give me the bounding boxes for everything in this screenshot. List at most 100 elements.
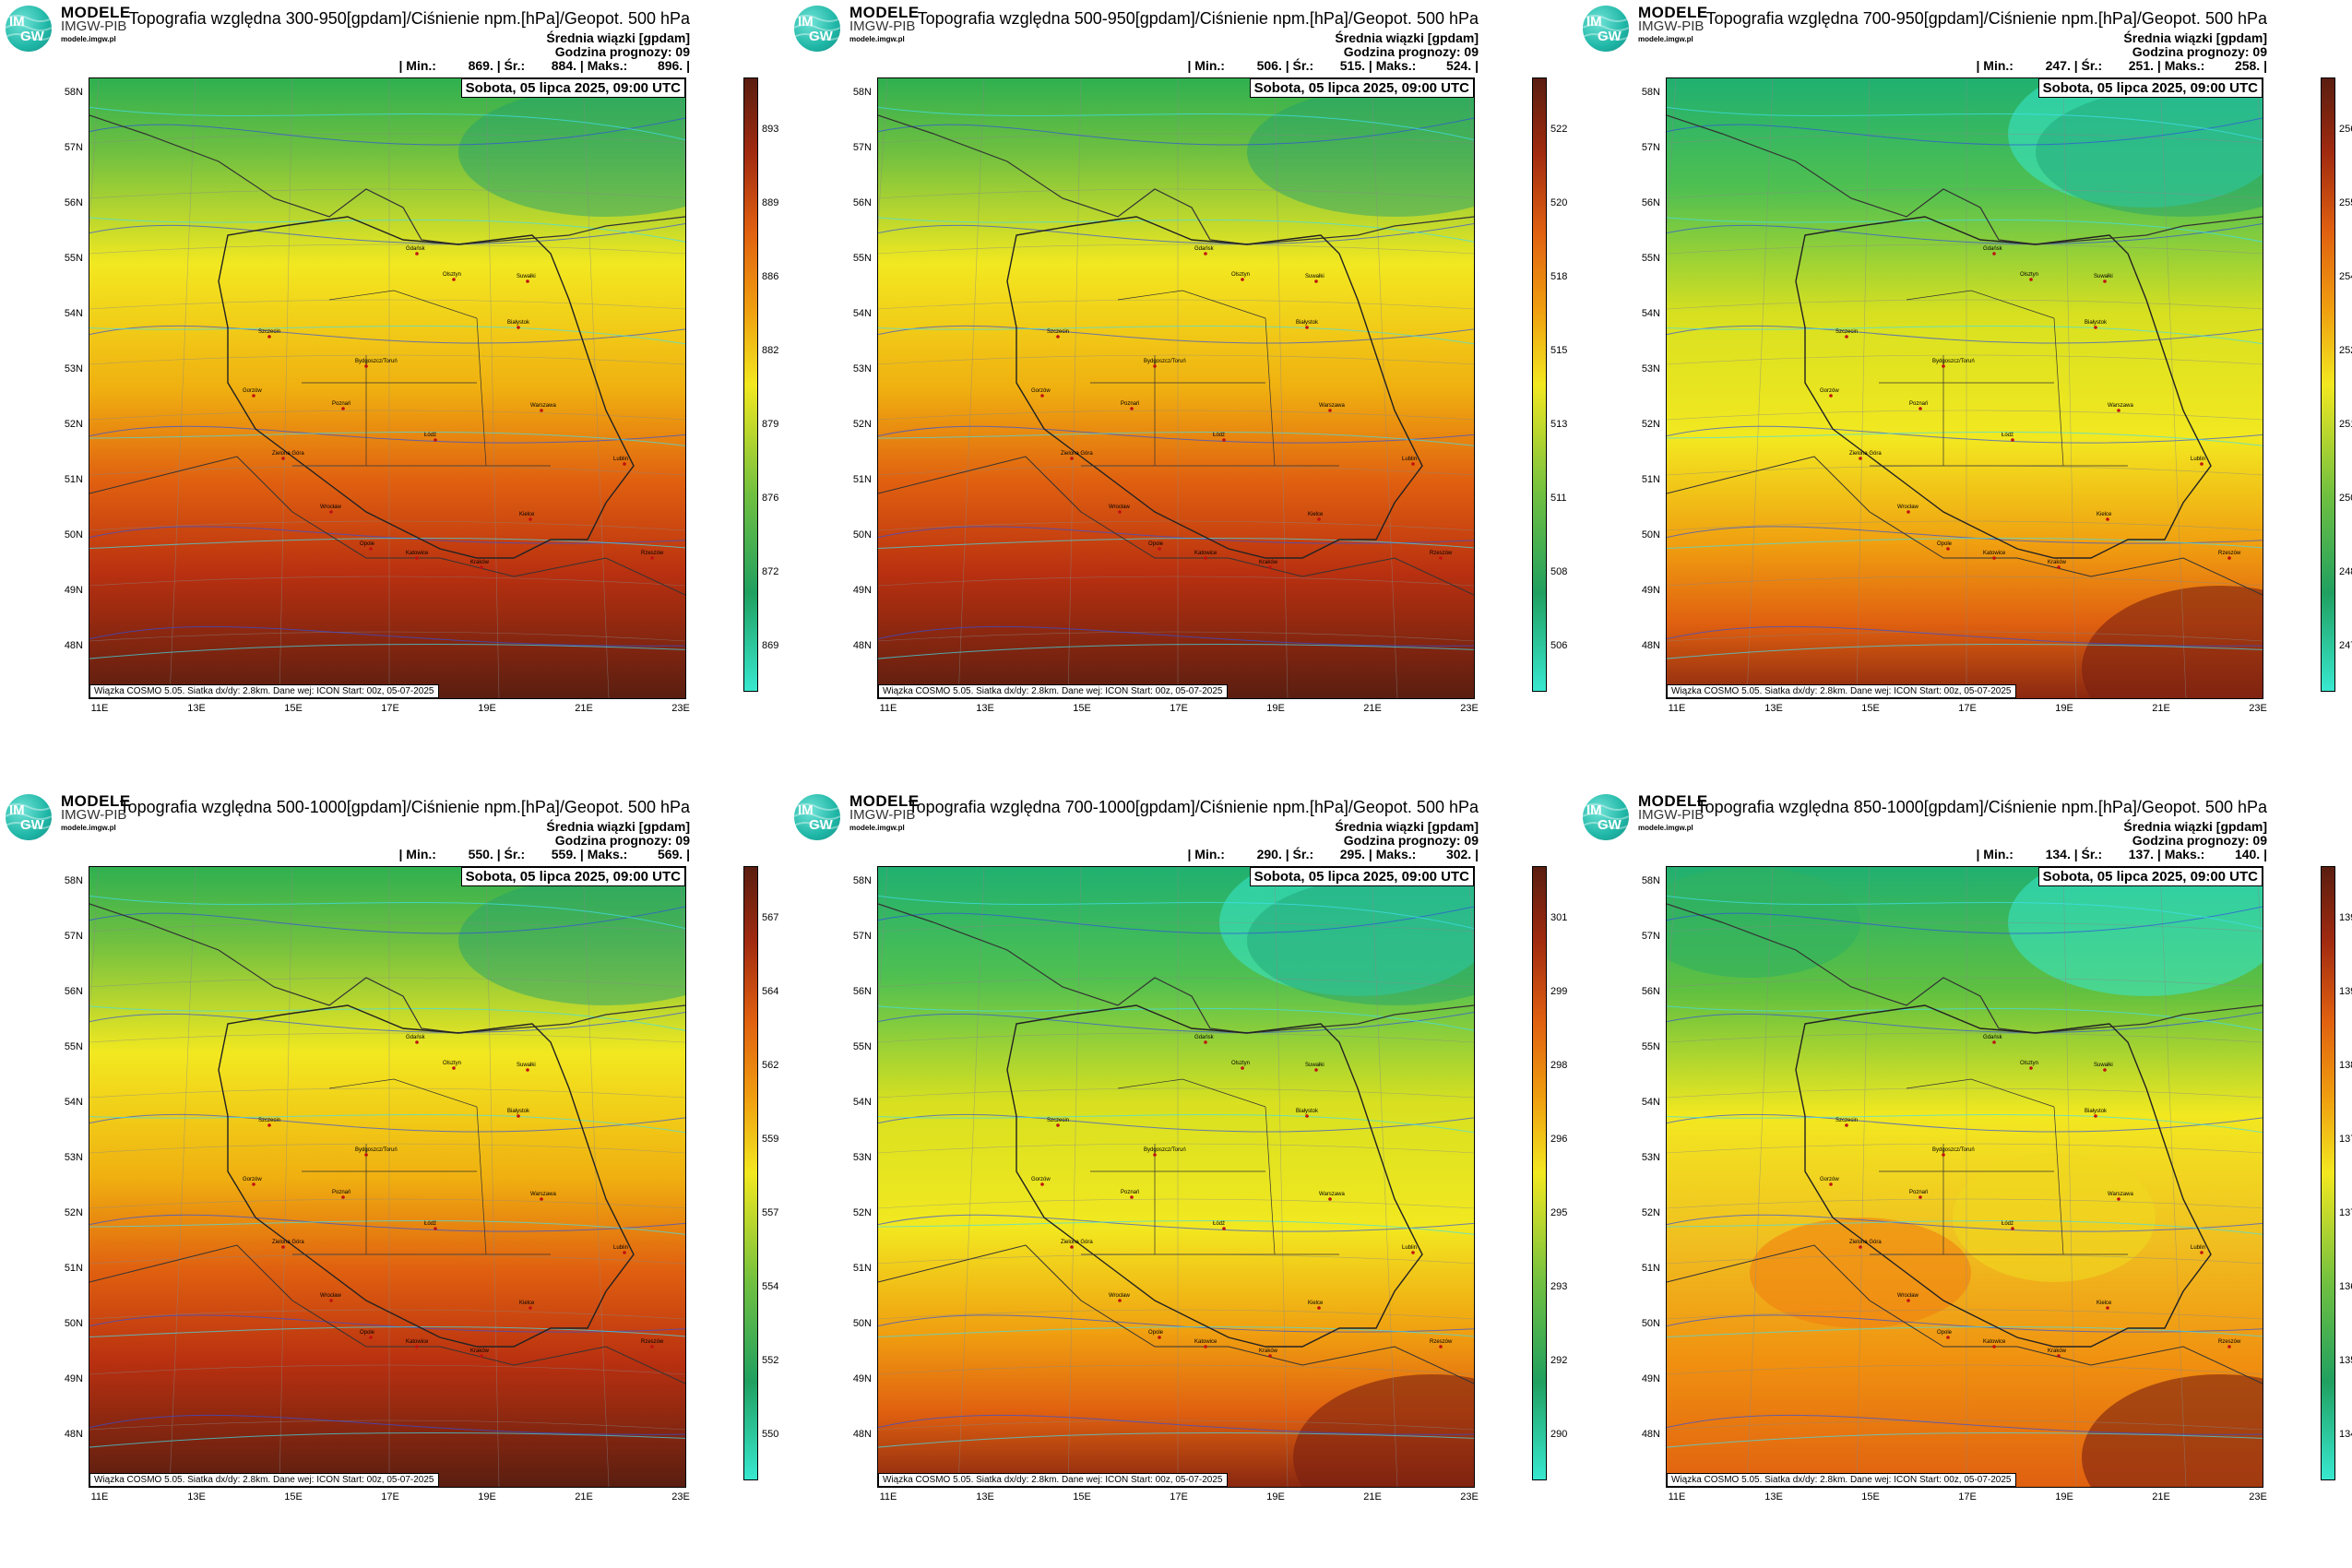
colorbar-tick: 137 (2339, 1207, 2352, 1218)
city-marker (1040, 1182, 1044, 1186)
city-label: Białystok (1296, 1109, 1319, 1114)
stats-line: | Min.: 290. | Śr.: 295. | Maks.: 302. | (1187, 847, 1479, 861)
city-marker (2057, 1354, 2061, 1358)
panel-subtitle: Średnia wiązki [gpdam] (546, 30, 690, 45)
city-marker (1222, 438, 1226, 442)
forecast-panel-1: IM GW MODELE IMGW-PIB modele.imgw.pl Top… (0, 0, 778, 738)
city-marker (517, 1114, 520, 1118)
city-label: Rzeszów (1430, 551, 1453, 556)
forecast-panel-2: IM GW MODELE IMGW-PIB modele.imgw.pl Top… (789, 0, 1567, 738)
city-label: Łódź (424, 433, 436, 438)
colorbar (1532, 77, 1547, 692)
city-label: Katowice (1983, 1339, 2006, 1345)
city-marker (1241, 1066, 1244, 1070)
poland-border (1795, 216, 2212, 559)
stat-min-value: 506. (1256, 58, 1282, 73)
latitude-label: 55N (852, 1041, 872, 1052)
city-label: Warszawa (2108, 403, 2133, 409)
brand-url[interactable]: modele.imgw.pl (849, 35, 905, 43)
city-marker (1829, 1182, 1833, 1186)
imgw-logo: IM GW (1583, 6, 1629, 52)
latitude-label: 53N (1641, 363, 1660, 374)
city-label: Warszawa (530, 403, 556, 409)
longitude-label: 11E (1668, 1491, 1686, 1503)
city-label: Olsztyn (1231, 272, 1250, 278)
city-label: Białystok (2085, 1109, 2108, 1114)
city-marker (1070, 457, 1074, 460)
cold-anomaly (1219, 867, 1474, 996)
latitude-label: 48N (64, 640, 83, 651)
city-label: Lublin (2191, 457, 2205, 462)
city-marker (2106, 1306, 2109, 1310)
latitude-label: 55N (64, 253, 83, 264)
poland-border (1795, 1004, 2212, 1348)
city-label: Gdańsk (1983, 1035, 2003, 1040)
brand-url[interactable]: modele.imgw.pl (1638, 824, 1693, 832)
panel-title: Topografia względna 700-950[gpdam]/Ciśni… (1705, 9, 2267, 28)
city-label: Wrocław (320, 1293, 342, 1299)
city-marker (2200, 462, 2204, 466)
colorbar-tick: 290 (1550, 1429, 1568, 1440)
brand-url[interactable]: modele.imgw.pl (61, 35, 116, 43)
city-marker (1439, 556, 1443, 560)
colorbar-tick: 562 (762, 1060, 779, 1071)
date-box: Sobota, 05 lipca 2025, 09:00 UTC (2037, 867, 2263, 886)
city-label: Szczecin (258, 329, 280, 335)
colorbar-tick: 520 (1550, 197, 1568, 208)
latitude-label: 55N (64, 1041, 83, 1052)
latitude-label: 58N (852, 87, 872, 98)
colorbar-tick: 550 (762, 1429, 779, 1440)
city-label: Poznań (1909, 1190, 1928, 1195)
latitude-label: 58N (1641, 87, 1660, 98)
stat-max-label: | Maks.: (1368, 847, 1417, 861)
city-label: Suwałki (517, 274, 536, 279)
stat-max-label: | Maks.: (579, 847, 628, 861)
city-label: Lublin (613, 1245, 628, 1251)
poland-border (1006, 216, 1423, 559)
city-label: Zielona Góra (1849, 1240, 1882, 1245)
forecast-hour: Godzina prognozy: 09 (554, 44, 690, 59)
stat-mean-value: 559. (551, 847, 577, 861)
stat-max-value: 140. (2234, 847, 2261, 861)
date-box: Sobota, 05 lipca 2025, 09:00 UTC (2037, 78, 2263, 98)
city-marker (1907, 510, 1910, 514)
city-marker (1918, 1195, 1922, 1199)
city-marker (1328, 409, 1332, 412)
latitude-label: 57N (852, 142, 872, 153)
latitude-label: 56N (1641, 197, 1660, 208)
latitude-label: 54N (852, 1097, 872, 1108)
stat-mean-value: 251. (2128, 58, 2155, 73)
city-label: Opole (360, 541, 375, 547)
city-marker (2227, 1345, 2231, 1348)
city-label: Zielona Góra (1061, 451, 1093, 457)
city-marker (1204, 252, 1207, 255)
colorbar-tick: 295 (1550, 1207, 1568, 1218)
forecast-hour: Godzina prognozy: 09 (1343, 833, 1479, 848)
city-marker (415, 1345, 419, 1348)
brand-url[interactable]: modele.imgw.pl (61, 824, 116, 832)
city-marker (1859, 457, 1862, 460)
latitude-label: 57N (852, 931, 872, 942)
stat-mean-label: | Śr.: (1285, 58, 1314, 73)
forecast-map: Gdańsk Olsztyn Suwałki Białystok Szczecin Byd… (877, 77, 1475, 699)
longitude-label: 13E (187, 703, 206, 714)
city-label: Gorzów (1031, 388, 1051, 394)
model-footer: Wiązka COSMO 5.05. Siatka dx/dy: 2.8km. … (878, 684, 1228, 698)
forecast-map: Gdańsk Olsztyn Suwałki Białystok Szczecin Byd… (89, 866, 686, 1488)
brand-url[interactable]: modele.imgw.pl (1638, 35, 1693, 43)
stat-max-label: | Maks.: (2156, 58, 2205, 73)
stat-max-value: 302. (1445, 847, 1472, 861)
city-marker (1845, 1123, 1848, 1127)
longitude-label: 23E (671, 703, 690, 714)
latitude-label: 54N (64, 1097, 83, 1108)
city-label: Rzeszów (641, 551, 664, 556)
brand-url[interactable]: modele.imgw.pl (849, 824, 905, 832)
city-marker (1204, 1345, 1207, 1348)
longitude-label: 15E (1861, 1491, 1880, 1503)
city-marker (452, 278, 456, 281)
city-marker (529, 1306, 532, 1310)
stat-min-label: | Min.: (1976, 847, 2013, 861)
stat-min-value: 290. (1256, 847, 1282, 861)
city-label: Poznań (332, 1190, 350, 1195)
city-marker (526, 279, 529, 283)
